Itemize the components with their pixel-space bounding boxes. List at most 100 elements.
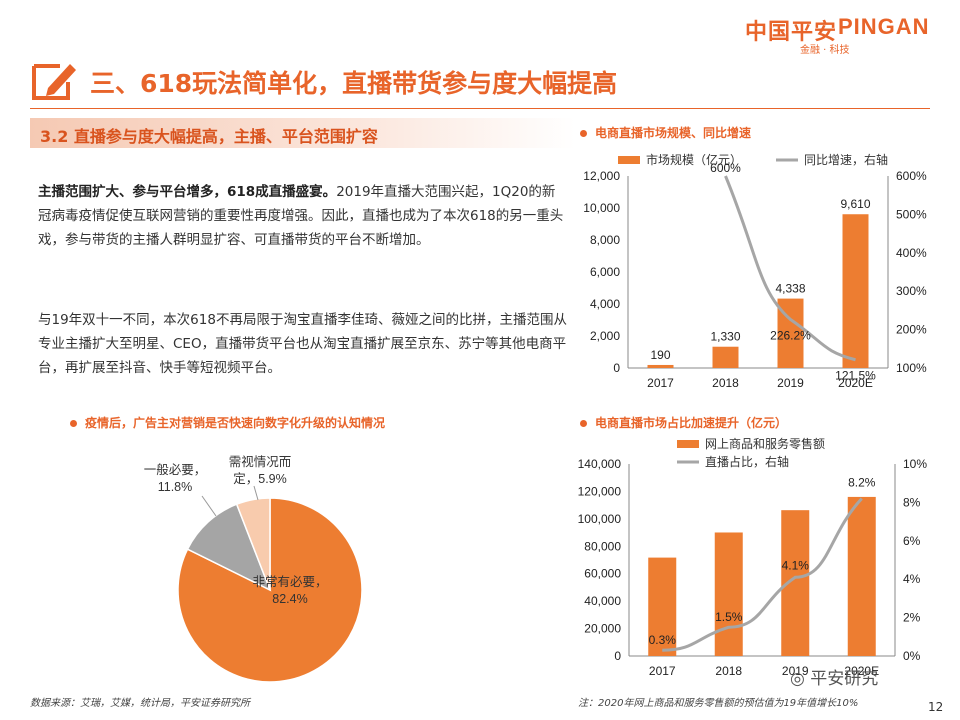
pie-label: 需视情况而 <box>229 454 292 469</box>
y-left-tick-label: 4,000 <box>590 297 620 311</box>
title-divider <box>30 108 930 109</box>
series-line <box>662 497 863 652</box>
y-left-tick-label: 140,000 <box>578 457 622 471</box>
bullet-dot-icon <box>580 420 587 427</box>
x-tick-label: 2020E <box>844 664 879 678</box>
y-right-tick-label: 8% <box>903 495 921 509</box>
line-value-label: 0.3% <box>649 633 677 647</box>
legend-bar-label: 网上商品和服务零售额 <box>705 436 825 451</box>
pie-leader-line <box>253 485 259 501</box>
y-left-tick-label: 2,000 <box>590 329 620 343</box>
bullet-dot-icon <box>580 130 587 137</box>
y-left-tick-label: 0 <box>614 649 621 663</box>
subheading-text: 3.2 直播参与度大幅提高，主播、平台范围扩容 <box>40 127 378 146</box>
bar <box>712 346 739 368</box>
bar <box>647 364 674 368</box>
watermark-text: 平安研究 <box>810 669 879 689</box>
y-right-tick-label: 300% <box>896 284 927 298</box>
legend-bar-swatch <box>618 156 640 164</box>
page-title: 三、618玩法简单化，直播带货参与度大幅提高 <box>90 69 618 98</box>
wechat-icon: ◎ <box>790 669 811 689</box>
chart2-title-text: 疫情后，广告主对营销是否快速向数字化升级的认知情况 <box>85 416 386 430</box>
legend-line-label: 同比增速，右轴 <box>804 152 888 167</box>
pencil-icon <box>32 64 76 100</box>
legend-line-label: 直播占比，右轴 <box>705 454 789 469</box>
legend-bar-label: 市场规模（亿元） <box>646 152 742 167</box>
paragraph-1-lead: 主播范围扩大、参与平台增多，618成直播盛宴。 <box>38 184 337 200</box>
line-value-label: 4.1% <box>782 558 810 572</box>
y-right-tick-label: 200% <box>896 323 927 337</box>
y-right-tick-label: 4% <box>903 572 921 586</box>
brand-logo-en: PINGAN <box>838 14 930 39</box>
x-tick-label: 2017 <box>647 376 674 390</box>
pie-label: 82.4% <box>272 592 307 606</box>
chart3-title-text: 电商直播市场占比加速提升（亿元） <box>595 416 788 430</box>
page-number: 12 <box>928 700 944 714</box>
y-right-tick-label: 2% <box>903 611 921 625</box>
watermark: ◎ 平安研究 <box>790 664 878 689</box>
line-value-label: 121.5% <box>835 369 876 383</box>
brand-logo-cn: 中国平安 <box>745 20 838 45</box>
bar-value-label: 4,338 <box>775 282 805 296</box>
bar-value-label: 190 <box>650 348 670 362</box>
y-left-tick-label: 10,000 <box>583 201 620 215</box>
x-tick-label: 2018 <box>715 664 742 678</box>
pie-label: 定，5.9% <box>233 471 287 486</box>
bar <box>842 214 869 368</box>
section-subheading: 3.2 直播参与度大幅提高，主播、平台范围扩容 <box>30 118 575 148</box>
pie-label: 一般必要， <box>144 462 207 477</box>
y-left-tick-label: 6,000 <box>590 265 620 279</box>
line-value-label: 8.2% <box>848 476 876 490</box>
paragraph-2: 与19年双十一不同，本次618不再局限于淘宝直播李佳琦、薇娅之间的比拼，主播范围… <box>38 312 567 376</box>
y-right-tick-label: 500% <box>896 207 927 221</box>
y-right-tick-label: 400% <box>896 246 927 260</box>
y-left-tick-label: 40,000 <box>584 594 621 608</box>
brand-tagline: 金融 · 科技 <box>800 45 850 56</box>
legend-bar-swatch <box>677 440 699 448</box>
pie-label: 非常有必要， <box>252 575 327 589</box>
y-left-tick-label: 120,000 <box>578 484 622 498</box>
y-right-tick-label: 0% <box>903 649 921 663</box>
x-tick-label: 2018 <box>712 376 739 390</box>
line-value-label: 226.2% <box>770 329 811 343</box>
bar-value-label: 1,330 <box>710 330 740 344</box>
pie-slice <box>235 497 271 591</box>
series-line <box>724 175 856 362</box>
pie-slice <box>186 503 272 592</box>
bar <box>648 557 677 656</box>
paragraph-1-body: 2019年直播大范围兴起，1Q20的新冠病毒疫情促使互联网营销的重要性再度增强。… <box>38 184 564 248</box>
paragraph-1: 主播范围扩大、参与平台增多，618成直播盛宴。2019年直播大范围兴起，1Q20… <box>38 180 568 252</box>
bar <box>847 496 876 656</box>
y-left-tick-label: 12,000 <box>583 169 620 183</box>
y-right-tick-label: 100% <box>896 361 927 375</box>
y-left-tick-label: 80,000 <box>584 539 621 553</box>
x-tick-label: 2019 <box>782 664 809 678</box>
chart1-title: 电商直播市场规模、同比增速 <box>580 124 751 141</box>
y-left-tick-label: 0 <box>613 361 620 375</box>
bullet-dot-icon <box>70 420 77 427</box>
y-left-tick-label: 100,000 <box>578 512 622 526</box>
y-right-tick-label: 600% <box>896 169 927 183</box>
chart-note: 注：2020年网上商品和服务零售额的预估值为19年值增长10% <box>578 698 859 709</box>
pie-label: 11.8% <box>158 480 193 494</box>
y-right-tick-label: 10% <box>903 457 927 471</box>
y-left-tick-label: 8,000 <box>590 233 620 247</box>
bar-value-label: 9,610 <box>840 197 870 211</box>
data-source: 数据来源：艾瑞，艾媒，统计局，平安证券研究所 <box>30 698 250 709</box>
chart2-title: 疫情后，广告主对营销是否快速向数字化升级的认知情况 <box>70 414 385 431</box>
y-left-tick-label: 20,000 <box>584 622 621 636</box>
chart1-market-size: 市场规模（亿元） 同比增速，右轴 0 2,000 4,000 6,000 8,000 10,0… <box>583 152 927 390</box>
y-left-tick-label: 60,000 <box>584 567 621 581</box>
bar <box>714 532 743 656</box>
chart3-title: 电商直播市场占比加速提升（亿元） <box>580 414 787 431</box>
y-right-tick-label: 6% <box>903 534 921 548</box>
chart1-title-text: 电商直播市场规模、同比增速 <box>595 126 752 140</box>
x-tick-label: 2019 <box>777 376 804 390</box>
x-tick-label: 2017 <box>649 664 676 678</box>
line-value-label: 1.5% <box>715 610 743 624</box>
pie-leader-line <box>201 495 217 517</box>
line-value-label: 600% <box>710 161 741 175</box>
x-tick-label: 2020E <box>838 376 873 390</box>
